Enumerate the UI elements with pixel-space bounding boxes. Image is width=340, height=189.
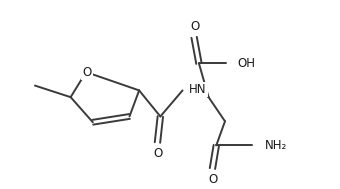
Text: O: O [209,173,218,186]
Text: O: O [190,19,200,33]
Text: O: O [154,147,163,160]
Text: OH: OH [238,57,256,70]
Text: HN: HN [189,83,207,96]
Text: NH₂: NH₂ [265,139,287,152]
Text: O: O [82,66,92,79]
